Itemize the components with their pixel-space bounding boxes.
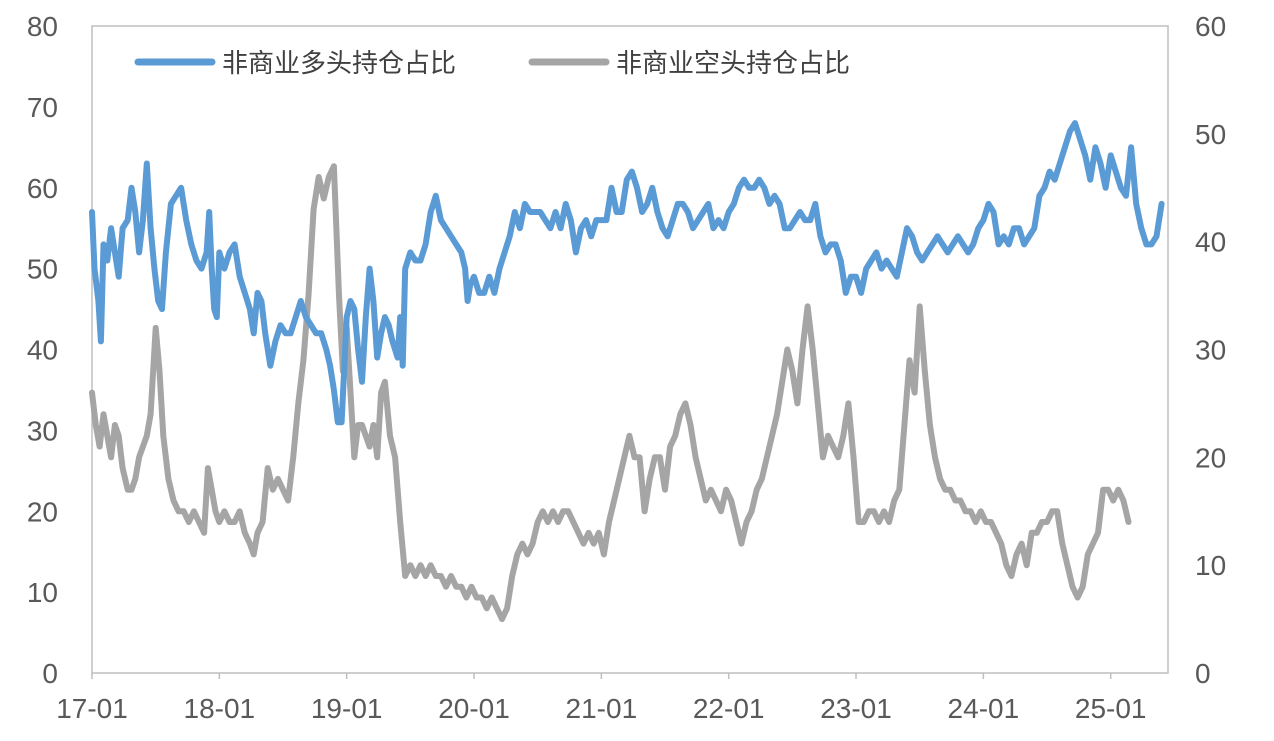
x-tick-label: 20-01 [438,693,510,724]
x-tick-label: 25-01 [1075,693,1147,724]
x-tick-label: 18-01 [184,693,256,724]
x-tick-label: 17-01 [56,693,128,724]
y-right-tick-label: 20 [1195,442,1226,473]
y-right-tick-label: 10 [1195,550,1226,581]
x-tick-label: 23-01 [820,693,892,724]
series-lines [89,120,1165,623]
series-line-long [89,120,1165,426]
y-left-tick-label: 0 [42,658,58,689]
y-left-tick-label: 50 [27,254,58,285]
y-left-tick-label: 20 [27,496,58,527]
y-left-tick-label: 60 [27,173,58,204]
legend-label-long: 非商业多头持仓占比 [222,49,456,79]
y-right-tick-label: 60 [1195,11,1226,42]
y-left-tick-label: 80 [27,11,58,42]
x-axis-ticks: 17-01 18-01 19-01 20-01 21-01 22-01 23-01 24-01… [56,673,1147,724]
x-tick-label: 24-01 [948,693,1020,724]
plot-area-frame [91,25,1169,674]
legend-label-short: 非商业空头持仓占比 [616,49,850,79]
y-left-tick-label: 10 [27,577,58,608]
y-left-tick-label: 70 [27,92,58,123]
left-axis-ticks: 0 10 20 30 40 50 60 70 80 [27,11,58,689]
series-line-short [89,163,1132,623]
x-tick-label: 21-01 [566,693,638,724]
y-right-tick-label: 0 [1195,658,1211,689]
y-left-tick-label: 40 [27,335,58,366]
x-tick-label: 22-01 [693,693,765,724]
y-left-tick-label: 30 [27,415,58,446]
y-right-tick-label: 40 [1195,227,1226,258]
y-right-tick-label: 30 [1195,335,1226,366]
legend: 非商业多头持仓占比 非商业空头持仓占比 [134,49,850,79]
y-right-tick-label: 50 [1195,119,1226,150]
right-axis-ticks: 0 10 20 30 40 50 60 [1195,11,1226,689]
x-tick-label: 19-01 [311,693,383,724]
